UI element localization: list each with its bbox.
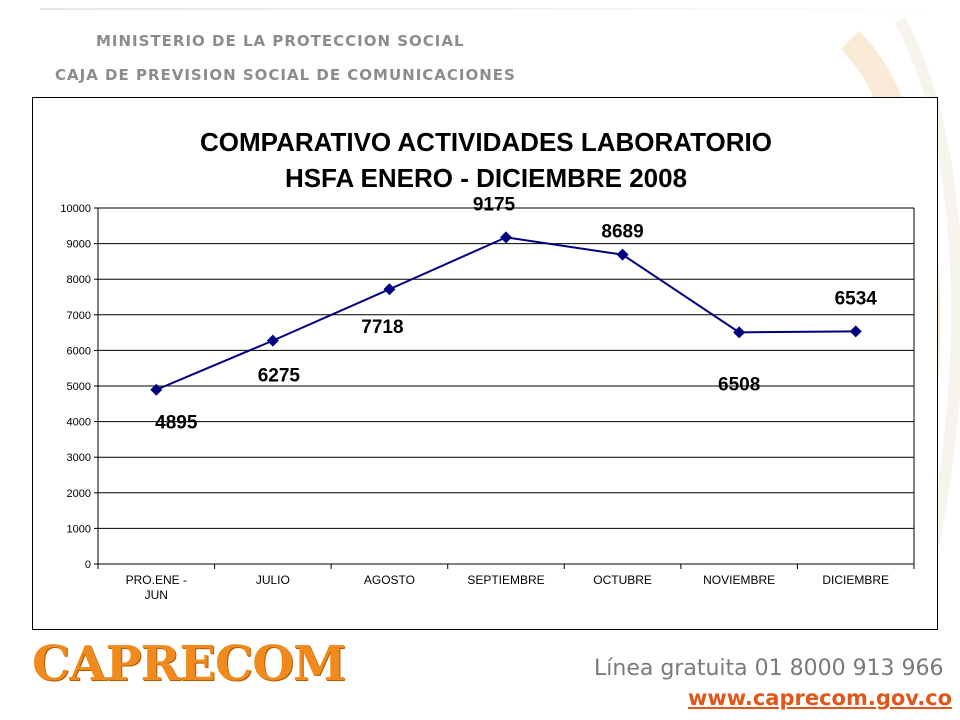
x-tick-label: NOVIEMBRE <box>703 573 775 587</box>
y-tick-label: 6000 <box>67 345 91 357</box>
data-label: 7718 <box>361 317 403 338</box>
y-tick-label: 5000 <box>67 381 91 393</box>
x-tick-label: SEPTIEMBRE <box>467 573 544 587</box>
data-label: 6534 <box>835 288 878 309</box>
chart-frame: COMPARATIVO ACTIVIDADES LABORATORIO HSFA… <box>32 97 938 630</box>
logo-text: CAPRECOM <box>32 636 346 692</box>
data-point-marker <box>733 326 746 339</box>
hotline-text: Línea gratuita 01 8000 913 966 <box>594 656 944 681</box>
data-point-marker <box>383 283 396 296</box>
data-point-marker <box>150 383 163 396</box>
data-point-marker <box>266 334 279 347</box>
y-tick-label: 7000 <box>67 310 91 322</box>
data-label: 8689 <box>601 222 643 243</box>
data-label: 6275 <box>258 366 301 387</box>
data-label: 9175 <box>473 194 516 215</box>
chart-title-line1: COMPARATIVO ACTIVIDADES LABORATORIO <box>200 127 772 157</box>
y-tick-label: 1000 <box>67 523 91 535</box>
y-tick-label: 2000 <box>67 488 91 500</box>
header-rule <box>40 8 940 10</box>
x-tick-label: AGOSTO <box>364 573 415 587</box>
x-tick-label: OCTUBRE <box>593 573 652 587</box>
x-tick-label: DICIEMBRE <box>822 573 889 587</box>
data-point-marker <box>849 325 862 338</box>
y-tick-label: 9000 <box>67 239 91 251</box>
agency-title: CAJA DE PREVISION SOCIAL DE COMUNICACION… <box>55 66 516 84</box>
y-tick-label: 3000 <box>67 452 91 464</box>
data-label: 4895 <box>155 413 198 434</box>
data-label: 6508 <box>718 374 760 395</box>
caprecom-logo: CAPRECOM <box>32 636 346 692</box>
website-link[interactable]: www.caprecom.gov.co <box>688 686 953 710</box>
data-point-marker <box>500 231 512 244</box>
y-tick-label: 0 <box>85 559 91 571</box>
x-tick-label: JULIO <box>256 573 290 587</box>
data-point-marker <box>616 248 629 261</box>
chart-title-line2: HSFA ENERO - DICIEMBRE 2008 <box>284 163 688 193</box>
ministry-title: MINISTERIO DE LA PROTECCION SOCIAL <box>96 32 465 50</box>
y-tick-label: 10000 <box>60 203 91 215</box>
line-chart: 0 1000 2000 3000 4000 5000 6000 7000 8000 9000 100… <box>60 194 915 602</box>
y-tick-label: 8000 <box>67 274 91 286</box>
x-tick-label: PRO.ENE -JUN <box>126 573 187 602</box>
y-tick-label: 4000 <box>67 417 91 429</box>
